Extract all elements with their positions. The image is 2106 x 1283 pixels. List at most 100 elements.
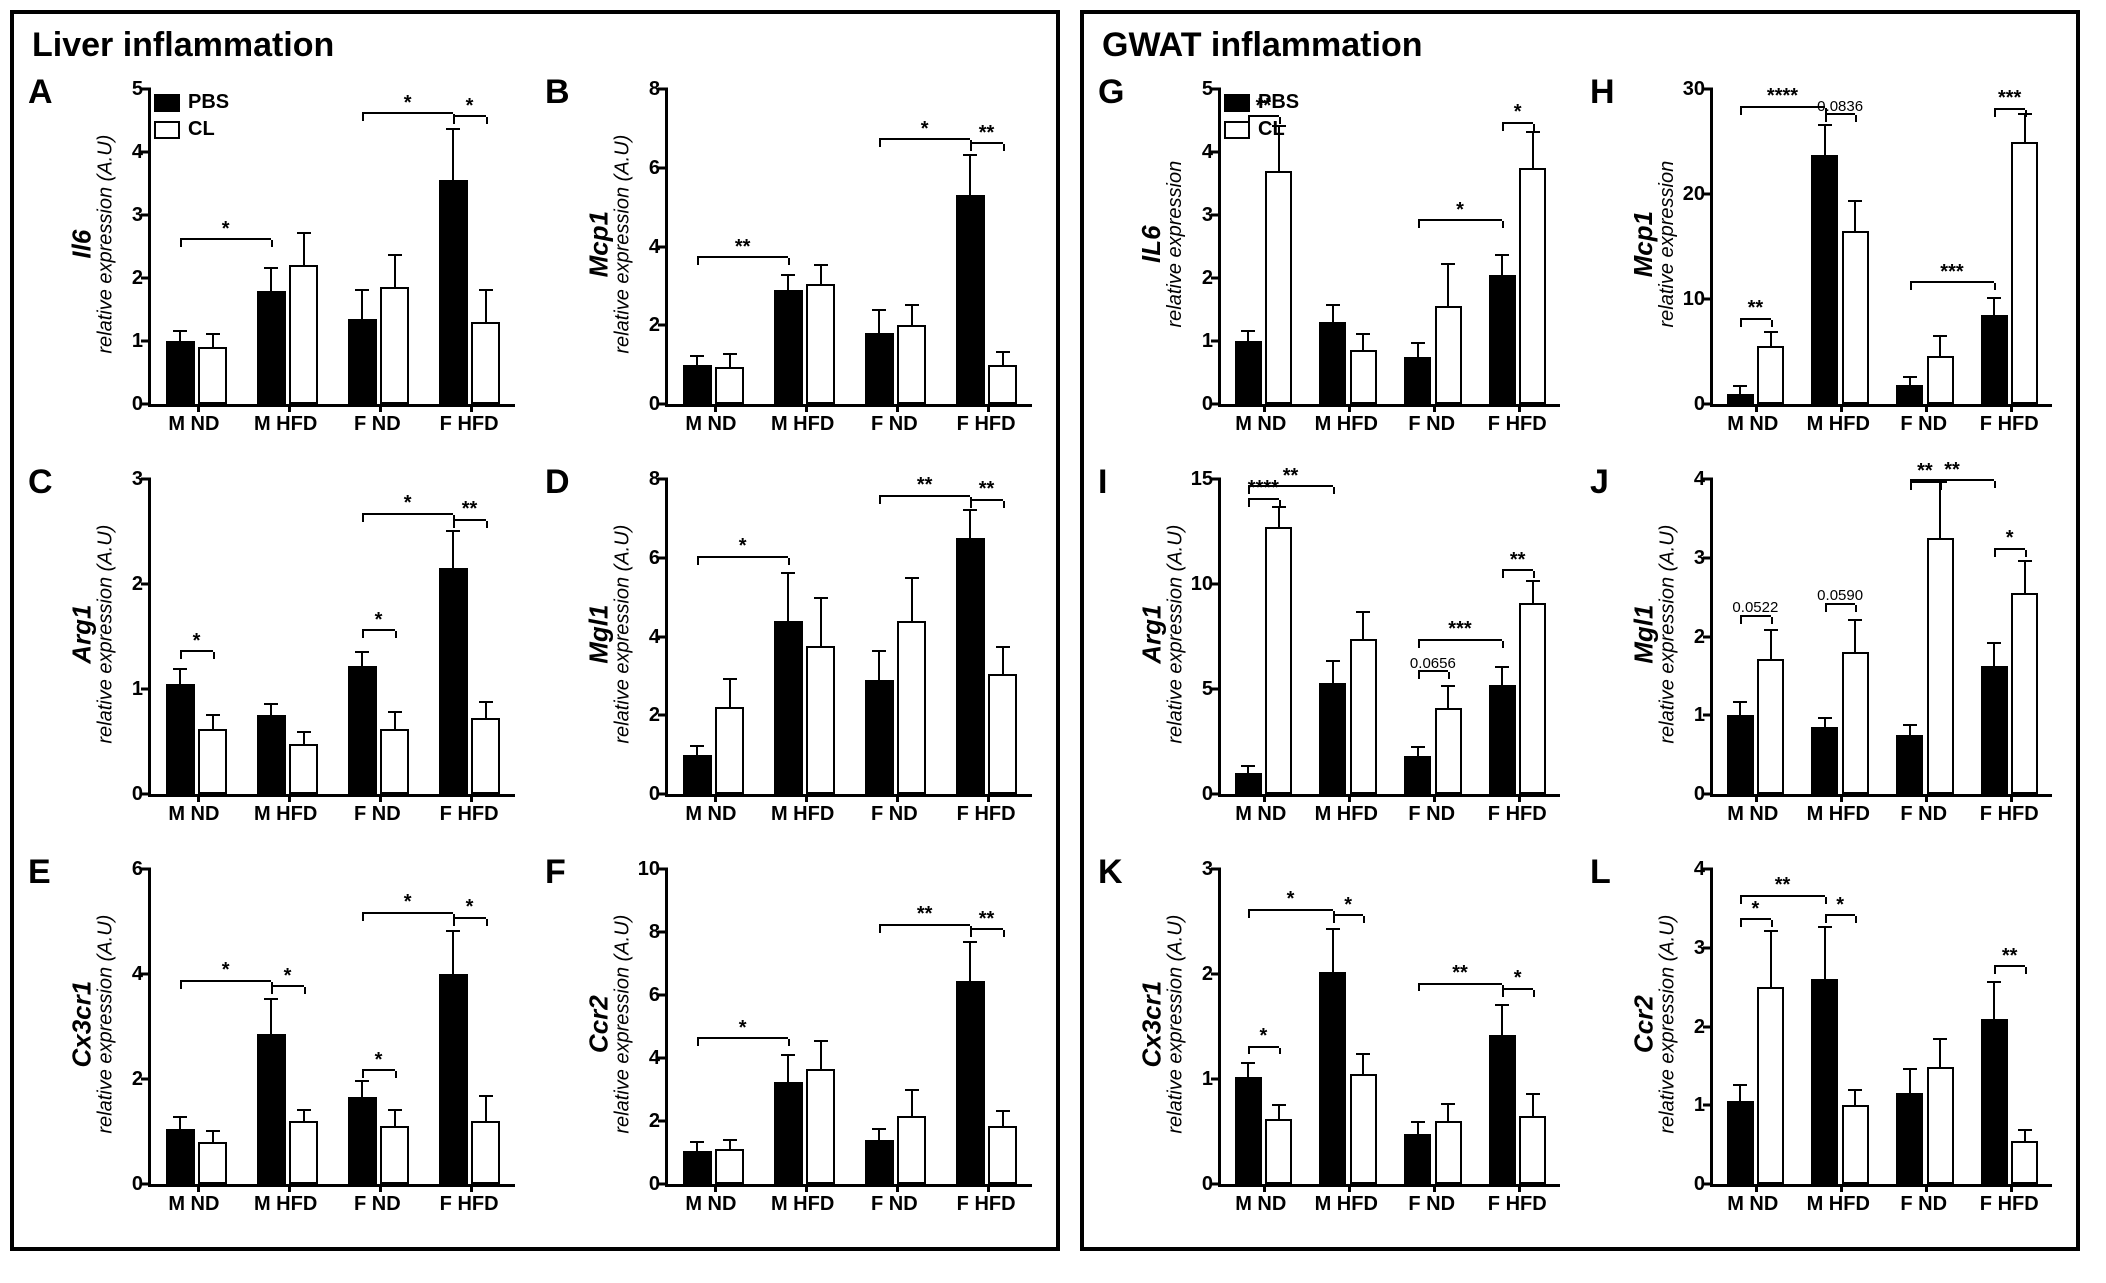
bar-cl bbox=[1842, 231, 1869, 404]
bar-cl bbox=[198, 1142, 227, 1184]
significance-label: * bbox=[222, 960, 230, 980]
y-tick-label: 0 bbox=[649, 394, 660, 414]
bar-pbs bbox=[1727, 394, 1754, 405]
bar-cl bbox=[988, 1126, 1017, 1184]
y-axis-sub: relative expression (A.U) bbox=[1164, 525, 1186, 744]
bar-pbs bbox=[348, 666, 377, 794]
significance-label: * bbox=[1514, 968, 1522, 988]
panel: Liver inflammationAIl6relative expressio… bbox=[10, 10, 1060, 1251]
y-tick-label: 1 bbox=[132, 679, 143, 699]
bar-cl bbox=[715, 367, 744, 404]
x-category-label: M ND bbox=[665, 797, 757, 843]
y-tick-label: 4 bbox=[1202, 142, 1213, 162]
y-axis-gene: Mgl1 bbox=[583, 604, 613, 663]
bar-pbs bbox=[1235, 773, 1262, 794]
x-category-label: F HFD bbox=[423, 797, 515, 843]
chart-i: IArg1relative expression (A.U)051015****… bbox=[1098, 463, 1570, 843]
bar-cl bbox=[988, 365, 1017, 404]
y-tick-label: 0 bbox=[132, 394, 143, 414]
x-category-label: M HFD bbox=[240, 1187, 332, 1233]
x-category-label: F ND bbox=[1389, 407, 1475, 453]
significance-label: * bbox=[739, 536, 747, 556]
significance-label: * bbox=[375, 1050, 383, 1070]
x-category-label: F ND bbox=[1881, 1187, 1967, 1233]
bar-cl bbox=[471, 718, 500, 794]
bar-pbs bbox=[1811, 979, 1838, 1184]
y-axis-gene: Mcp1 bbox=[583, 211, 613, 277]
y-tick-label: 2 bbox=[1694, 1017, 1705, 1037]
bar-pbs bbox=[1727, 715, 1754, 794]
significance-label: * bbox=[466, 96, 474, 116]
x-category-label: F HFD bbox=[940, 407, 1032, 453]
bar-cl bbox=[715, 707, 744, 794]
significance-label: * bbox=[222, 219, 230, 239]
significance-label: ** bbox=[1452, 963, 1468, 983]
plot-area: 0102030******0.0836****** bbox=[1710, 89, 2052, 407]
plot-area: 02468***** bbox=[665, 479, 1032, 797]
bar-pbs bbox=[1319, 683, 1346, 794]
chart-l: LCcr2relative expression (A.U)01234*****… bbox=[1590, 853, 2062, 1233]
figure: Liver inflammationAIl6relative expressio… bbox=[10, 10, 2096, 1251]
y-tick-label: 8 bbox=[649, 79, 660, 99]
x-category-label: M ND bbox=[1218, 797, 1304, 843]
y-tick-label: 2 bbox=[649, 705, 660, 725]
legend-swatch-pbs bbox=[1224, 94, 1250, 112]
plot-area: 01234****** bbox=[1710, 869, 2052, 1187]
bar-cl bbox=[1435, 708, 1462, 794]
y-tick-label: 0 bbox=[132, 784, 143, 804]
bar-pbs bbox=[1235, 341, 1262, 404]
bar-pbs bbox=[166, 684, 195, 794]
bar-pbs bbox=[1489, 685, 1516, 794]
y-tick-label: 2 bbox=[1694, 627, 1705, 647]
x-category-label: F ND bbox=[849, 797, 941, 843]
plot-area: 02468***** bbox=[665, 89, 1032, 407]
significance-label: ** bbox=[1944, 460, 1960, 480]
bar-cl bbox=[1927, 1067, 1954, 1184]
bar-cl bbox=[2011, 142, 2038, 405]
y-axis-gene: Cx3cr1 bbox=[1136, 981, 1166, 1068]
y-tick-label: 0 bbox=[132, 1174, 143, 1194]
bar-pbs bbox=[439, 974, 468, 1184]
y-tick-label: 0 bbox=[649, 784, 660, 804]
significance-label: * bbox=[921, 119, 929, 139]
bar-cl bbox=[897, 1116, 926, 1184]
y-tick-label: 2 bbox=[1202, 268, 1213, 288]
x-category-label: F HFD bbox=[1967, 407, 2053, 453]
chart-g: GIL6relative expression012345****M NDM H… bbox=[1098, 73, 1570, 453]
y-axis-sub: relative expression (A.U) bbox=[611, 135, 633, 354]
significance-label: * bbox=[375, 610, 383, 630]
y-tick-label: 0 bbox=[1694, 784, 1705, 804]
y-tick-label: 4 bbox=[132, 142, 143, 162]
bar-pbs bbox=[166, 1129, 195, 1184]
bar-cl bbox=[1350, 1074, 1377, 1184]
panel-title: Liver inflammation bbox=[32, 26, 1042, 65]
significance-label: * bbox=[1259, 1026, 1267, 1046]
bar-pbs bbox=[1811, 727, 1838, 794]
bar-cl bbox=[1265, 1119, 1292, 1184]
bar-pbs bbox=[1404, 1134, 1431, 1184]
panel-letter: K bbox=[1098, 853, 1123, 892]
bar-cl bbox=[1519, 1116, 1546, 1184]
plot-area: 0246***** bbox=[148, 869, 515, 1187]
x-category-label: F ND bbox=[1389, 1187, 1475, 1233]
y-tick-label: 3 bbox=[1694, 548, 1705, 568]
significance-label: *** bbox=[1940, 262, 1963, 282]
x-category-label: F ND bbox=[1881, 797, 1967, 843]
significance-label: ** bbox=[735, 237, 751, 257]
panel-letter: B bbox=[545, 73, 570, 112]
y-tick-label: 20 bbox=[1683, 184, 1705, 204]
chart-grid: AIl6relative expression (A.U)012345***M … bbox=[28, 73, 1042, 1233]
bar-cl bbox=[1927, 356, 1954, 404]
y-tick-label: 2 bbox=[132, 1069, 143, 1089]
significance-label: ** bbox=[1748, 298, 1764, 318]
bar-pbs bbox=[1404, 756, 1431, 794]
y-tick-label: 2 bbox=[649, 1111, 660, 1131]
y-axis-sub: relative expression (A.U) bbox=[611, 915, 633, 1134]
x-category-label: M HFD bbox=[1304, 407, 1390, 453]
y-tick-label: 2 bbox=[132, 268, 143, 288]
bar-pbs bbox=[1489, 1035, 1516, 1184]
x-category-label: M ND bbox=[1218, 1187, 1304, 1233]
legend: PBSCL bbox=[1224, 91, 1299, 141]
x-category-label: M HFD bbox=[757, 797, 849, 843]
bar-pbs bbox=[865, 333, 894, 404]
